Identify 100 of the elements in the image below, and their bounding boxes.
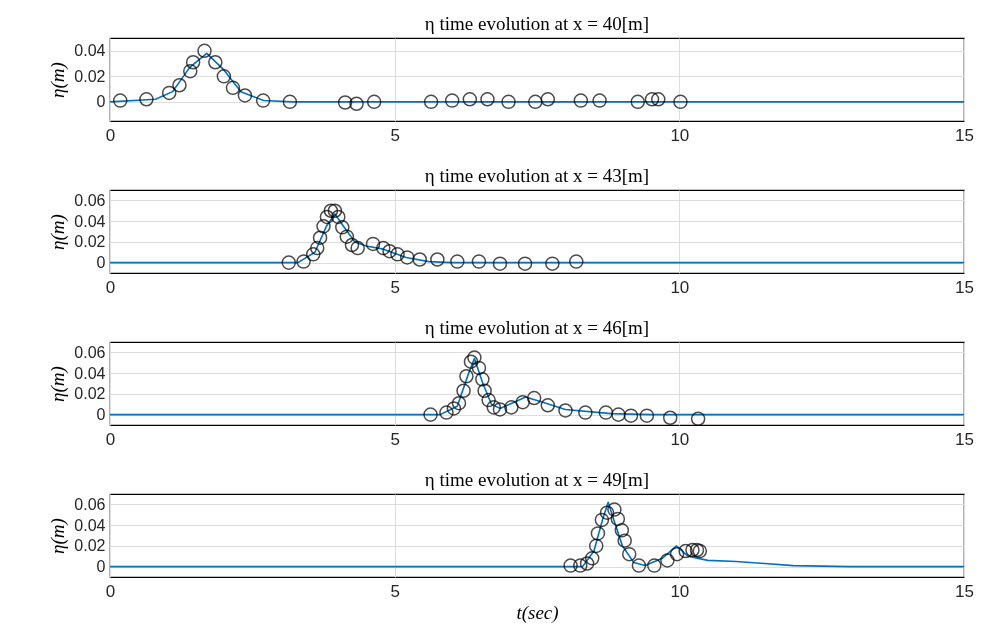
point	[504, 400, 519, 415]
point	[573, 558, 588, 573]
point	[573, 93, 589, 108]
point	[327, 203, 343, 219]
point	[492, 402, 508, 417]
point	[282, 94, 298, 110]
point	[614, 523, 630, 538]
point	[515, 394, 531, 410]
point	[621, 546, 637, 562]
point	[366, 94, 382, 110]
point	[331, 209, 346, 225]
point	[610, 511, 626, 527]
x-tick-label: 10	[670, 277, 690, 297]
point	[480, 92, 495, 107]
line-series	[109, 501, 965, 568]
point	[412, 252, 427, 267]
y-tick-label: 0.04	[74, 516, 106, 534]
point	[639, 408, 655, 423]
point	[651, 92, 666, 107]
point	[339, 229, 355, 244]
point	[423, 94, 439, 110]
point	[662, 410, 678, 425]
point	[588, 538, 604, 554]
point	[309, 240, 325, 256]
point	[578, 405, 593, 420]
chart-title: η time evolution at x = 46[m]	[424, 317, 650, 338]
point	[316, 219, 331, 234]
y-tick-label: 0.02	[74, 67, 106, 85]
x-tick-label: 10	[670, 429, 690, 449]
point	[430, 252, 445, 267]
point	[281, 255, 297, 270]
y-axis-title: η(m)	[47, 518, 70, 554]
point	[590, 526, 606, 541]
point	[423, 407, 438, 422]
y-tick-label: 0.02	[74, 537, 106, 555]
point	[471, 360, 487, 376]
y-tick-label: 0.06	[74, 191, 106, 209]
point	[335, 220, 350, 235]
point	[208, 55, 223, 70]
line-series	[109, 213, 965, 264]
x-tick-label: 15	[955, 581, 974, 601]
y-axis-title: η(m)	[47, 62, 70, 98]
point	[462, 92, 478, 107]
line-series	[109, 357, 965, 416]
y-tick-label: 0.02	[74, 233, 106, 251]
x-tick-label: 5	[390, 277, 400, 297]
point	[673, 94, 688, 110]
y-tick-label: 0.04	[74, 212, 106, 230]
x-axis-title: t(sec)	[516, 601, 559, 624]
point	[545, 256, 560, 271]
point	[225, 80, 241, 96]
point	[255, 93, 271, 108]
chart-title: η time evolution at x = 40[m]	[424, 13, 650, 34]
point	[594, 512, 610, 528]
point	[623, 408, 639, 423]
point	[630, 94, 646, 110]
point	[456, 383, 471, 399]
point	[584, 551, 600, 566]
x-tick-label: 10	[670, 125, 690, 145]
point	[528, 94, 543, 110]
y-tick-label: 0.06	[74, 343, 106, 361]
x-tick-label: 5	[390, 125, 400, 145]
y-tick-label: 0.02	[74, 385, 106, 403]
point	[492, 256, 508, 271]
y-tick-label: 0	[96, 93, 106, 111]
point	[540, 92, 556, 107]
point	[660, 553, 675, 568]
point	[305, 247, 321, 262]
point	[349, 96, 364, 112]
y-tick-label: 0.04	[74, 364, 106, 382]
point	[444, 93, 460, 108]
point	[337, 95, 353, 110]
x-tick-label: 5	[390, 429, 400, 449]
y-tick-label: 0.04	[74, 42, 106, 60]
point	[486, 400, 501, 415]
chart-title: η time evolution at x = 43[m]	[424, 165, 650, 186]
point	[558, 403, 573, 418]
point	[237, 88, 253, 103]
point	[323, 203, 339, 219]
point	[611, 407, 626, 422]
point	[481, 392, 496, 408]
y-tick-label: 0	[96, 558, 106, 576]
point	[517, 256, 533, 271]
point	[446, 401, 462, 416]
point	[376, 240, 391, 256]
point	[183, 63, 198, 79]
point	[365, 236, 381, 252]
point	[390, 247, 405, 262]
point	[526, 390, 542, 406]
point	[501, 94, 516, 110]
point	[463, 354, 479, 369]
point	[185, 55, 201, 70]
point	[607, 502, 622, 517]
point	[296, 254, 311, 269]
point	[631, 558, 647, 573]
y-tick-label: 0	[96, 254, 106, 272]
point	[451, 395, 467, 411]
point	[382, 243, 397, 259]
line-series	[109, 52, 965, 103]
point	[647, 558, 662, 573]
